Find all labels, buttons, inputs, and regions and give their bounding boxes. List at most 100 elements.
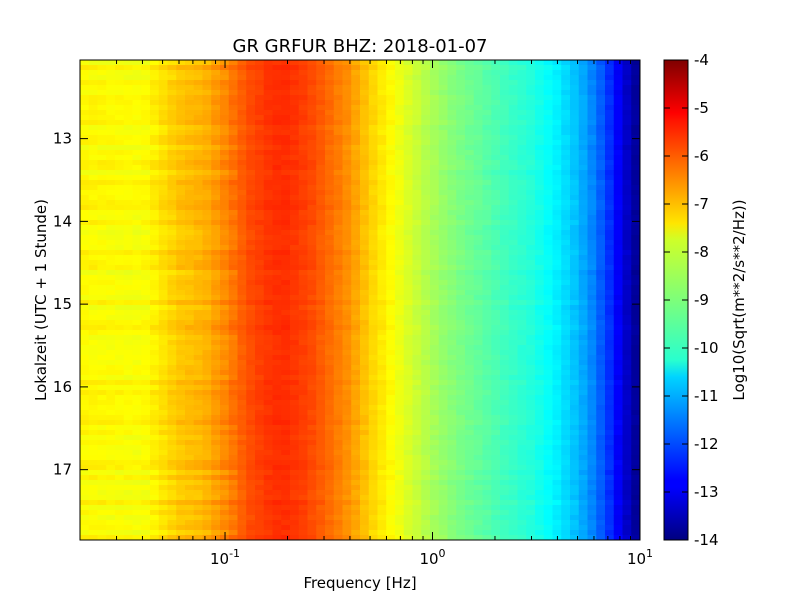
heatmap-cell [106,530,116,536]
heatmap-cell [447,185,457,191]
heatmap-cell [176,235,186,241]
heatmap-cell [482,135,492,141]
heatmap-cell [360,305,370,311]
heatmap-cell [255,65,265,71]
heatmap-cell [377,275,387,281]
heatmap-cell [246,310,256,316]
heatmap-cell [412,460,422,466]
heatmap-cell [272,380,282,386]
heatmap-cell [403,185,414,191]
heatmap-cell [465,90,475,96]
heatmap-cell [438,415,449,421]
heatmap-cell [290,525,300,531]
heatmap-cell [421,445,431,451]
heatmap-cell [351,490,361,496]
heatmap-cell [298,310,309,316]
heatmap-cell [526,410,536,416]
heatmap-cell [272,330,282,336]
heatmap-cell [403,320,414,326]
heatmap-cell [395,225,405,231]
heatmap-cell [158,435,169,441]
heatmap-cell [386,200,396,206]
heatmap-cell [421,420,431,426]
heatmap-cell [158,375,169,381]
heatmap-cell [228,430,239,436]
heatmap-cell [368,295,379,301]
heatmap-cell [281,90,291,96]
heatmap-cell [202,350,212,356]
heatmap-cell [281,475,291,481]
heatmap-cell [115,485,125,491]
heatmap-cell [80,105,90,111]
heatmap-cell [167,440,177,446]
heatmap-cell [342,65,352,71]
heatmap-cell [517,380,527,386]
heatmap-cell [395,495,405,501]
heatmap-cell [115,455,125,461]
heatmap-cell [141,325,151,331]
heatmap-cell [395,120,405,126]
heatmap-cell [465,210,475,216]
heatmap-cell [500,105,510,111]
heatmap-cell [386,65,396,71]
heatmap-cell [211,170,221,176]
heatmap-cell [465,280,475,286]
heatmap-cell [325,360,335,366]
heatmap-cell [237,395,247,401]
heatmap-cell [272,265,282,271]
heatmap-cell [517,220,527,226]
heatmap-cell [307,75,317,81]
heatmap-cell [491,190,501,196]
heatmap-cell [263,260,274,266]
heatmap-cell [500,355,510,361]
heatmap-cell [202,295,212,301]
heatmap-cell [307,305,317,311]
heatmap-cell [281,515,291,521]
heatmap-cell [412,480,422,486]
heatmap-cell [482,410,492,416]
heatmap-cell [220,325,230,331]
heatmap-cell [272,175,282,181]
heatmap-cell [298,110,309,116]
heatmap-cell [290,315,300,321]
heatmap-cell [246,320,256,326]
heatmap-cell [307,475,317,481]
heatmap-cell [246,170,256,176]
heatmap-cell [456,185,466,191]
heatmap-cell [482,290,492,296]
heatmap-cell [202,180,212,186]
heatmap-cell [377,200,387,206]
heatmap-cell [246,205,256,211]
heatmap-cell [360,295,370,301]
heatmap-cell [115,95,125,101]
heatmap-cell [307,280,317,286]
heatmap-cell [237,75,247,81]
heatmap-cell [281,400,291,406]
heatmap-cell [517,455,527,461]
heatmap-cell [316,290,326,296]
heatmap-cell [202,345,212,351]
heatmap-cell [456,530,466,536]
heatmap-cell [97,205,107,211]
heatmap-cell [211,290,221,296]
heatmap-cell [185,420,195,426]
heatmap-cell [333,340,344,346]
heatmap-cell [211,90,221,96]
heatmap-cell [97,115,107,121]
heatmap-cell [386,115,396,121]
heatmap-cell [438,435,449,441]
heatmap-cell [290,80,300,86]
heatmap-cell [333,280,344,286]
heatmap-cell [508,330,519,336]
heatmap-cell [263,375,274,381]
heatmap-cell [106,515,116,521]
heatmap-cell [430,465,440,471]
heatmap-cell [193,390,204,396]
heatmap-cell [123,500,134,506]
heatmap-cell [80,345,90,351]
heatmap-cell [517,85,527,91]
heatmap-cell [246,220,256,226]
heatmap-cell [325,205,335,211]
heatmap-cell [333,405,344,411]
heatmap-cell [193,520,204,526]
